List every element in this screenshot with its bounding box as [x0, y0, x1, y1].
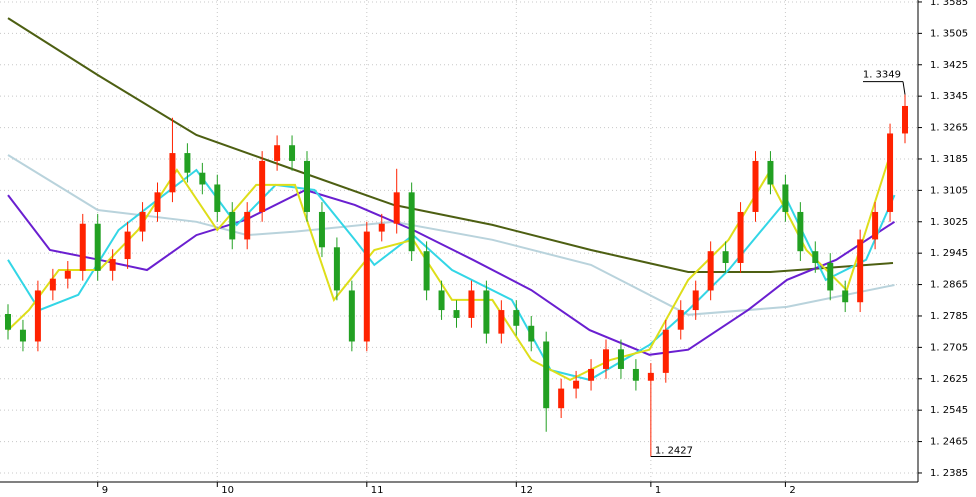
candle-body [244, 211, 251, 240]
candle-body [64, 270, 71, 279]
candle-body [632, 368, 639, 381]
candle-body [109, 259, 116, 271]
candle-body [423, 251, 430, 291]
candle-body [752, 160, 759, 212]
y-tick-label: 1. 3265 [930, 123, 968, 134]
candle-body [274, 145, 281, 161]
y-tick-label: 1. 3505 [930, 28, 968, 39]
candle-body [453, 310, 460, 318]
candle-body [797, 211, 804, 252]
candle-body [722, 251, 729, 263]
y-tick-label: 1. 3345 [930, 91, 968, 102]
candle-body [603, 349, 609, 369]
candle-body [363, 231, 370, 342]
y-tick-label: 1. 2545 [930, 405, 968, 416]
candle-body [842, 290, 849, 303]
y-tick-label: 1. 2945 [930, 248, 968, 259]
annotation-line [902, 81, 906, 95]
y-tick-label: 1. 3425 [930, 60, 968, 71]
candle-body [767, 160, 774, 185]
candle-body [498, 310, 505, 334]
candle-body [34, 290, 41, 342]
candle-body [588, 368, 595, 381]
candle-body [647, 372, 654, 381]
ma-line [7, 168, 896, 381]
candle-body [558, 388, 565, 409]
ma-line [7, 154, 895, 316]
candle-body [872, 211, 879, 240]
y-tick-label: 1. 3185 [930, 154, 968, 165]
candle-body [438, 290, 445, 311]
candle-body [677, 310, 684, 330]
candle-body [19, 329, 26, 342]
y-tick-label: 1. 2865 [930, 280, 968, 291]
x-tick-label: 12 [520, 485, 533, 496]
candle-body [5, 314, 11, 330]
ma-line [7, 17, 894, 273]
y-tick-label: 1. 3585 [930, 0, 968, 8]
y-tick-label: 1. 2705 [930, 342, 968, 353]
candle-body [199, 172, 206, 185]
candle-body [827, 262, 834, 291]
ma-line [7, 188, 896, 356]
candle-body [528, 325, 535, 342]
candle-body [348, 290, 355, 342]
candle-body [857, 239, 864, 303]
candle-body [543, 341, 550, 409]
candle-body [483, 290, 490, 334]
candle-body [229, 211, 236, 240]
candle-body [79, 223, 86, 271]
x-tick-label: 10 [221, 485, 234, 496]
candle-body [662, 329, 669, 373]
candle-body [737, 211, 744, 263]
candle-body [573, 380, 580, 389]
candle-body [124, 231, 131, 260]
annotation: 1. 3349 [863, 70, 901, 81]
y-tick-label: 1. 2785 [930, 311, 968, 322]
candle-body [214, 184, 221, 212]
x-tick-label: 2 [789, 485, 795, 496]
candle-body [94, 223, 101, 271]
candle-body [378, 223, 385, 232]
candle-body [617, 349, 624, 369]
y-tick-label: 1. 3105 [930, 185, 968, 196]
candle-body [887, 133, 894, 212]
candle-body [812, 251, 819, 263]
candle-body [139, 211, 146, 232]
candle-body [692, 290, 699, 311]
candle-body [393, 192, 400, 224]
candle-body [707, 251, 714, 291]
candle-body [154, 192, 161, 212]
candle-body [184, 153, 191, 173]
y-tick-label: 1. 2465 [930, 437, 968, 448]
x-tick-label: 9 [102, 485, 108, 496]
candle-body [902, 105, 908, 134]
candle-body [318, 211, 325, 248]
annotation: 1. 2427 [655, 445, 693, 456]
candle-body [333, 247, 340, 291]
y-tick-label: 1. 3025 [930, 217, 968, 228]
candle-body [49, 278, 56, 291]
candle-body [513, 310, 520, 326]
x-tick-label: 11 [371, 485, 384, 496]
x-tick-label: 1 [655, 485, 661, 496]
candle-body [289, 145, 296, 161]
candle-body [169, 153, 176, 193]
y-tick-label: 1. 2385 [930, 468, 968, 479]
candle-body [259, 160, 266, 212]
candle-body [304, 160, 310, 212]
candle-body [408, 192, 415, 252]
candle-body [782, 184, 789, 212]
y-tick-label: 1. 2625 [930, 374, 968, 385]
candle-body [468, 290, 475, 318]
